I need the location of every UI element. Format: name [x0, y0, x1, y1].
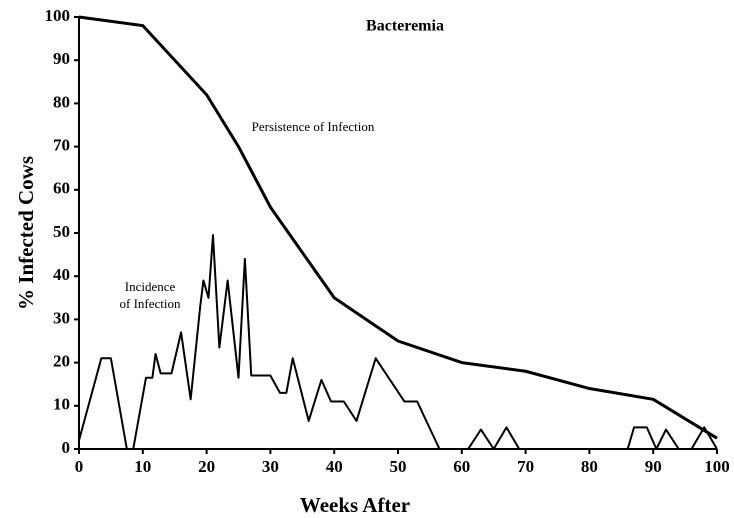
line-series [78, 15, 718, 440]
x-axis-label: Weeks After [300, 493, 410, 517]
y-tick-label: 100 [45, 6, 71, 25]
y-tick-label: 50 [53, 222, 70, 241]
x-tick-label: 50 [390, 457, 407, 476]
y-tick-label: 60 [53, 179, 70, 198]
x-tick-label: 80 [581, 457, 598, 476]
annotation: Incidence [125, 279, 176, 294]
y-tick-label: 90 [53, 49, 70, 68]
x-tick-label: 90 [645, 457, 662, 476]
x-tick-label: 30 [262, 457, 279, 476]
y-tick-label: 80 [53, 92, 70, 111]
line-series [78, 234, 718, 450]
x-tick-label: 70 [517, 457, 534, 476]
y-tick-label: 20 [53, 352, 70, 371]
y-tick-label: 40 [53, 265, 70, 284]
annotation: of Infection [119, 296, 181, 311]
y-tick-label: 30 [53, 308, 70, 327]
x-tick-label: 0 [75, 457, 84, 476]
x-tick-label: 20 [198, 457, 215, 476]
y-axis-label: % Infected Cows [14, 156, 38, 310]
y-tick-label: 10 [53, 395, 70, 414]
x-tick-label: 40 [326, 457, 343, 476]
x-tick-label: 60 [453, 457, 470, 476]
chart-title: Bacteremia [366, 18, 444, 35]
y-tick-label: 0 [62, 438, 71, 457]
x-tick-label: 100 [704, 457, 730, 476]
annotation: Persistence of Infection [252, 119, 375, 134]
y-tick-label: 70 [53, 136, 70, 155]
x-tick-label: 10 [134, 457, 151, 476]
